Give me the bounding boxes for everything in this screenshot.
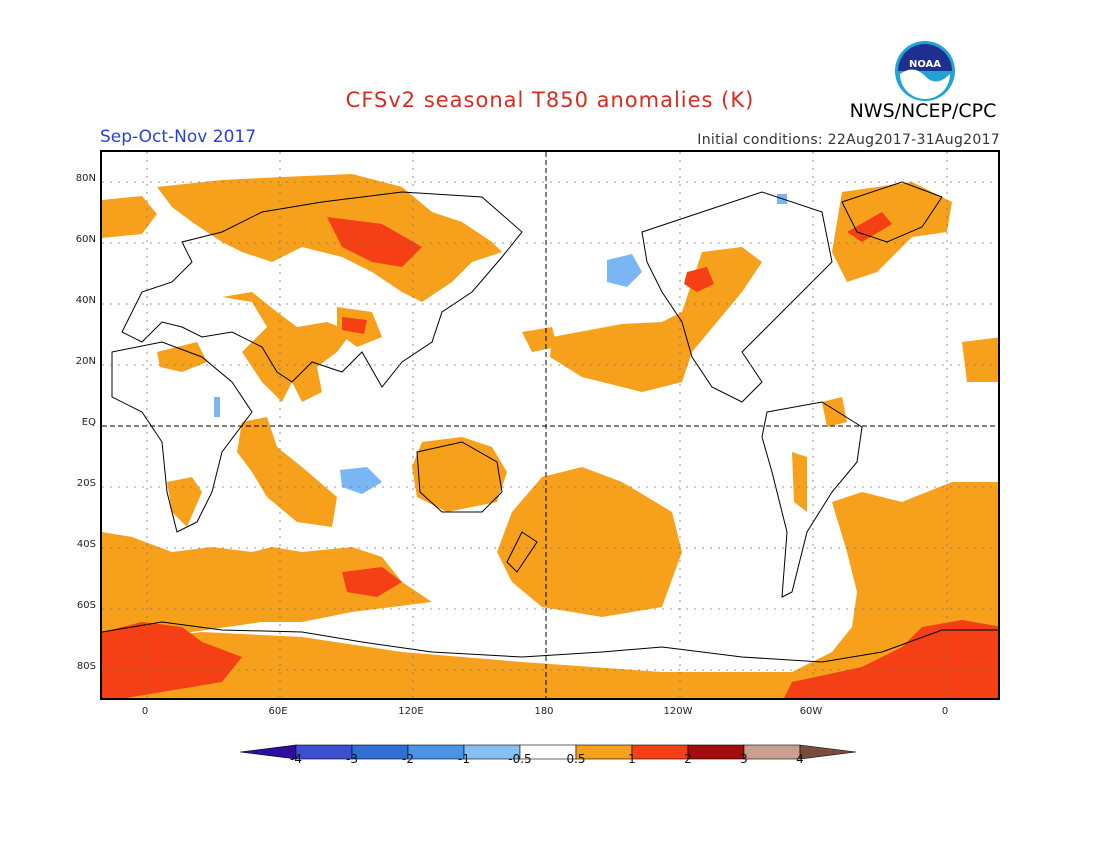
core-greenland	[847, 212, 892, 242]
logo-bird	[900, 69, 950, 99]
lat-label: 60N	[75, 234, 96, 245]
lat-label: EQ	[81, 417, 96, 428]
gridlines	[102, 152, 998, 698]
lon-label: 60E	[268, 706, 288, 717]
patch-south-pacific	[497, 467, 682, 617]
core-tibet	[342, 317, 367, 334]
cool-indian-ocean	[340, 467, 382, 494]
lon-label: 120E	[398, 706, 424, 717]
coastline-africa	[111, 341, 253, 533]
warm-anomaly-patches	[102, 174, 998, 698]
lon-label: 60W	[799, 706, 823, 717]
patch-australia	[412, 437, 507, 512]
patch-amazon	[822, 397, 847, 427]
lat-label: 60S	[76, 600, 96, 611]
core-north-america	[684, 267, 714, 292]
noaa-logo: NOAA	[895, 41, 955, 101]
colorbar-label: -3	[346, 752, 358, 766]
lon-label: 0	[141, 706, 149, 717]
colorbar-label: 4	[796, 752, 804, 766]
patch-greenland	[832, 182, 952, 282]
agency-label: NWS/NCEP/CPC	[849, 100, 997, 122]
patch-southern-ocean-west	[102, 532, 432, 642]
lat-label: 20S	[76, 478, 96, 489]
coastline-north-america	[641, 191, 833, 403]
lat-label: 40S	[76, 539, 96, 550]
lat-label: 80S	[76, 661, 96, 672]
strong-warm-anomaly-patches	[102, 212, 998, 698]
coastline-new-zealand	[506, 531, 538, 573]
cool-north-pacific	[607, 254, 642, 287]
colorbar-arrow-right	[799, 744, 857, 760]
lat-label: 20N	[75, 356, 96, 367]
patch-andes	[792, 452, 807, 512]
patch-south-africa	[167, 477, 202, 527]
core-southern-indian	[342, 567, 402, 597]
coastlines	[102, 181, 998, 663]
lon-label: 120W	[663, 706, 693, 717]
initial-conditions: Initial conditions: 22Aug2017-31Aug2017	[697, 132, 1000, 148]
colorbar-label: -1	[458, 752, 470, 766]
patch-south-asia	[222, 292, 352, 402]
lat-label: 40N	[75, 295, 96, 306]
lat-label: 80N	[75, 173, 96, 184]
colorbar-segments	[240, 744, 857, 760]
logo-top	[898, 44, 952, 71]
patch-north-africa	[157, 342, 207, 372]
core-antarctic-west	[102, 622, 242, 698]
patch-antarctic-rim	[102, 632, 802, 698]
cool-east-africa	[214, 397, 220, 417]
colorbar-label: 2	[684, 752, 692, 766]
colorbar	[240, 744, 857, 760]
lon-label: 180	[534, 706, 554, 717]
anomaly-map	[100, 150, 1000, 700]
colorbar-label: -0.5	[508, 752, 532, 766]
coastline-antarctica	[102, 621, 998, 663]
season-label: Sep-Oct-Nov 2017	[100, 127, 257, 147]
patch-north-pacific-small	[522, 327, 557, 352]
colorbar-label: 1	[628, 752, 636, 766]
patch-eurasia-north	[157, 174, 502, 302]
coastline-australia	[416, 441, 503, 513]
colorbar-label: -2	[402, 752, 414, 766]
colorbar-label: -4	[290, 752, 302, 766]
map-svg	[102, 152, 998, 698]
patch-north-pacific	[550, 247, 762, 392]
colorbar-label: 0.5	[566, 752, 586, 766]
colorbar-label: 3	[740, 752, 748, 766]
chart-title: CFSv2 seasonal T850 anomalies (K)	[345, 88, 755, 112]
logo-text: NOAA	[909, 59, 941, 70]
core-siberia	[327, 217, 422, 267]
reference-lines	[102, 152, 998, 698]
patch-indian-ocean-west	[237, 417, 337, 527]
coastline-eurasia	[121, 191, 523, 388]
patch-atlantic-east	[962, 337, 998, 382]
patch-west-europe	[102, 196, 157, 238]
coastline-south-america	[761, 401, 863, 598]
core-antarctic-east	[784, 620, 998, 698]
lon-label: 0	[941, 706, 949, 717]
